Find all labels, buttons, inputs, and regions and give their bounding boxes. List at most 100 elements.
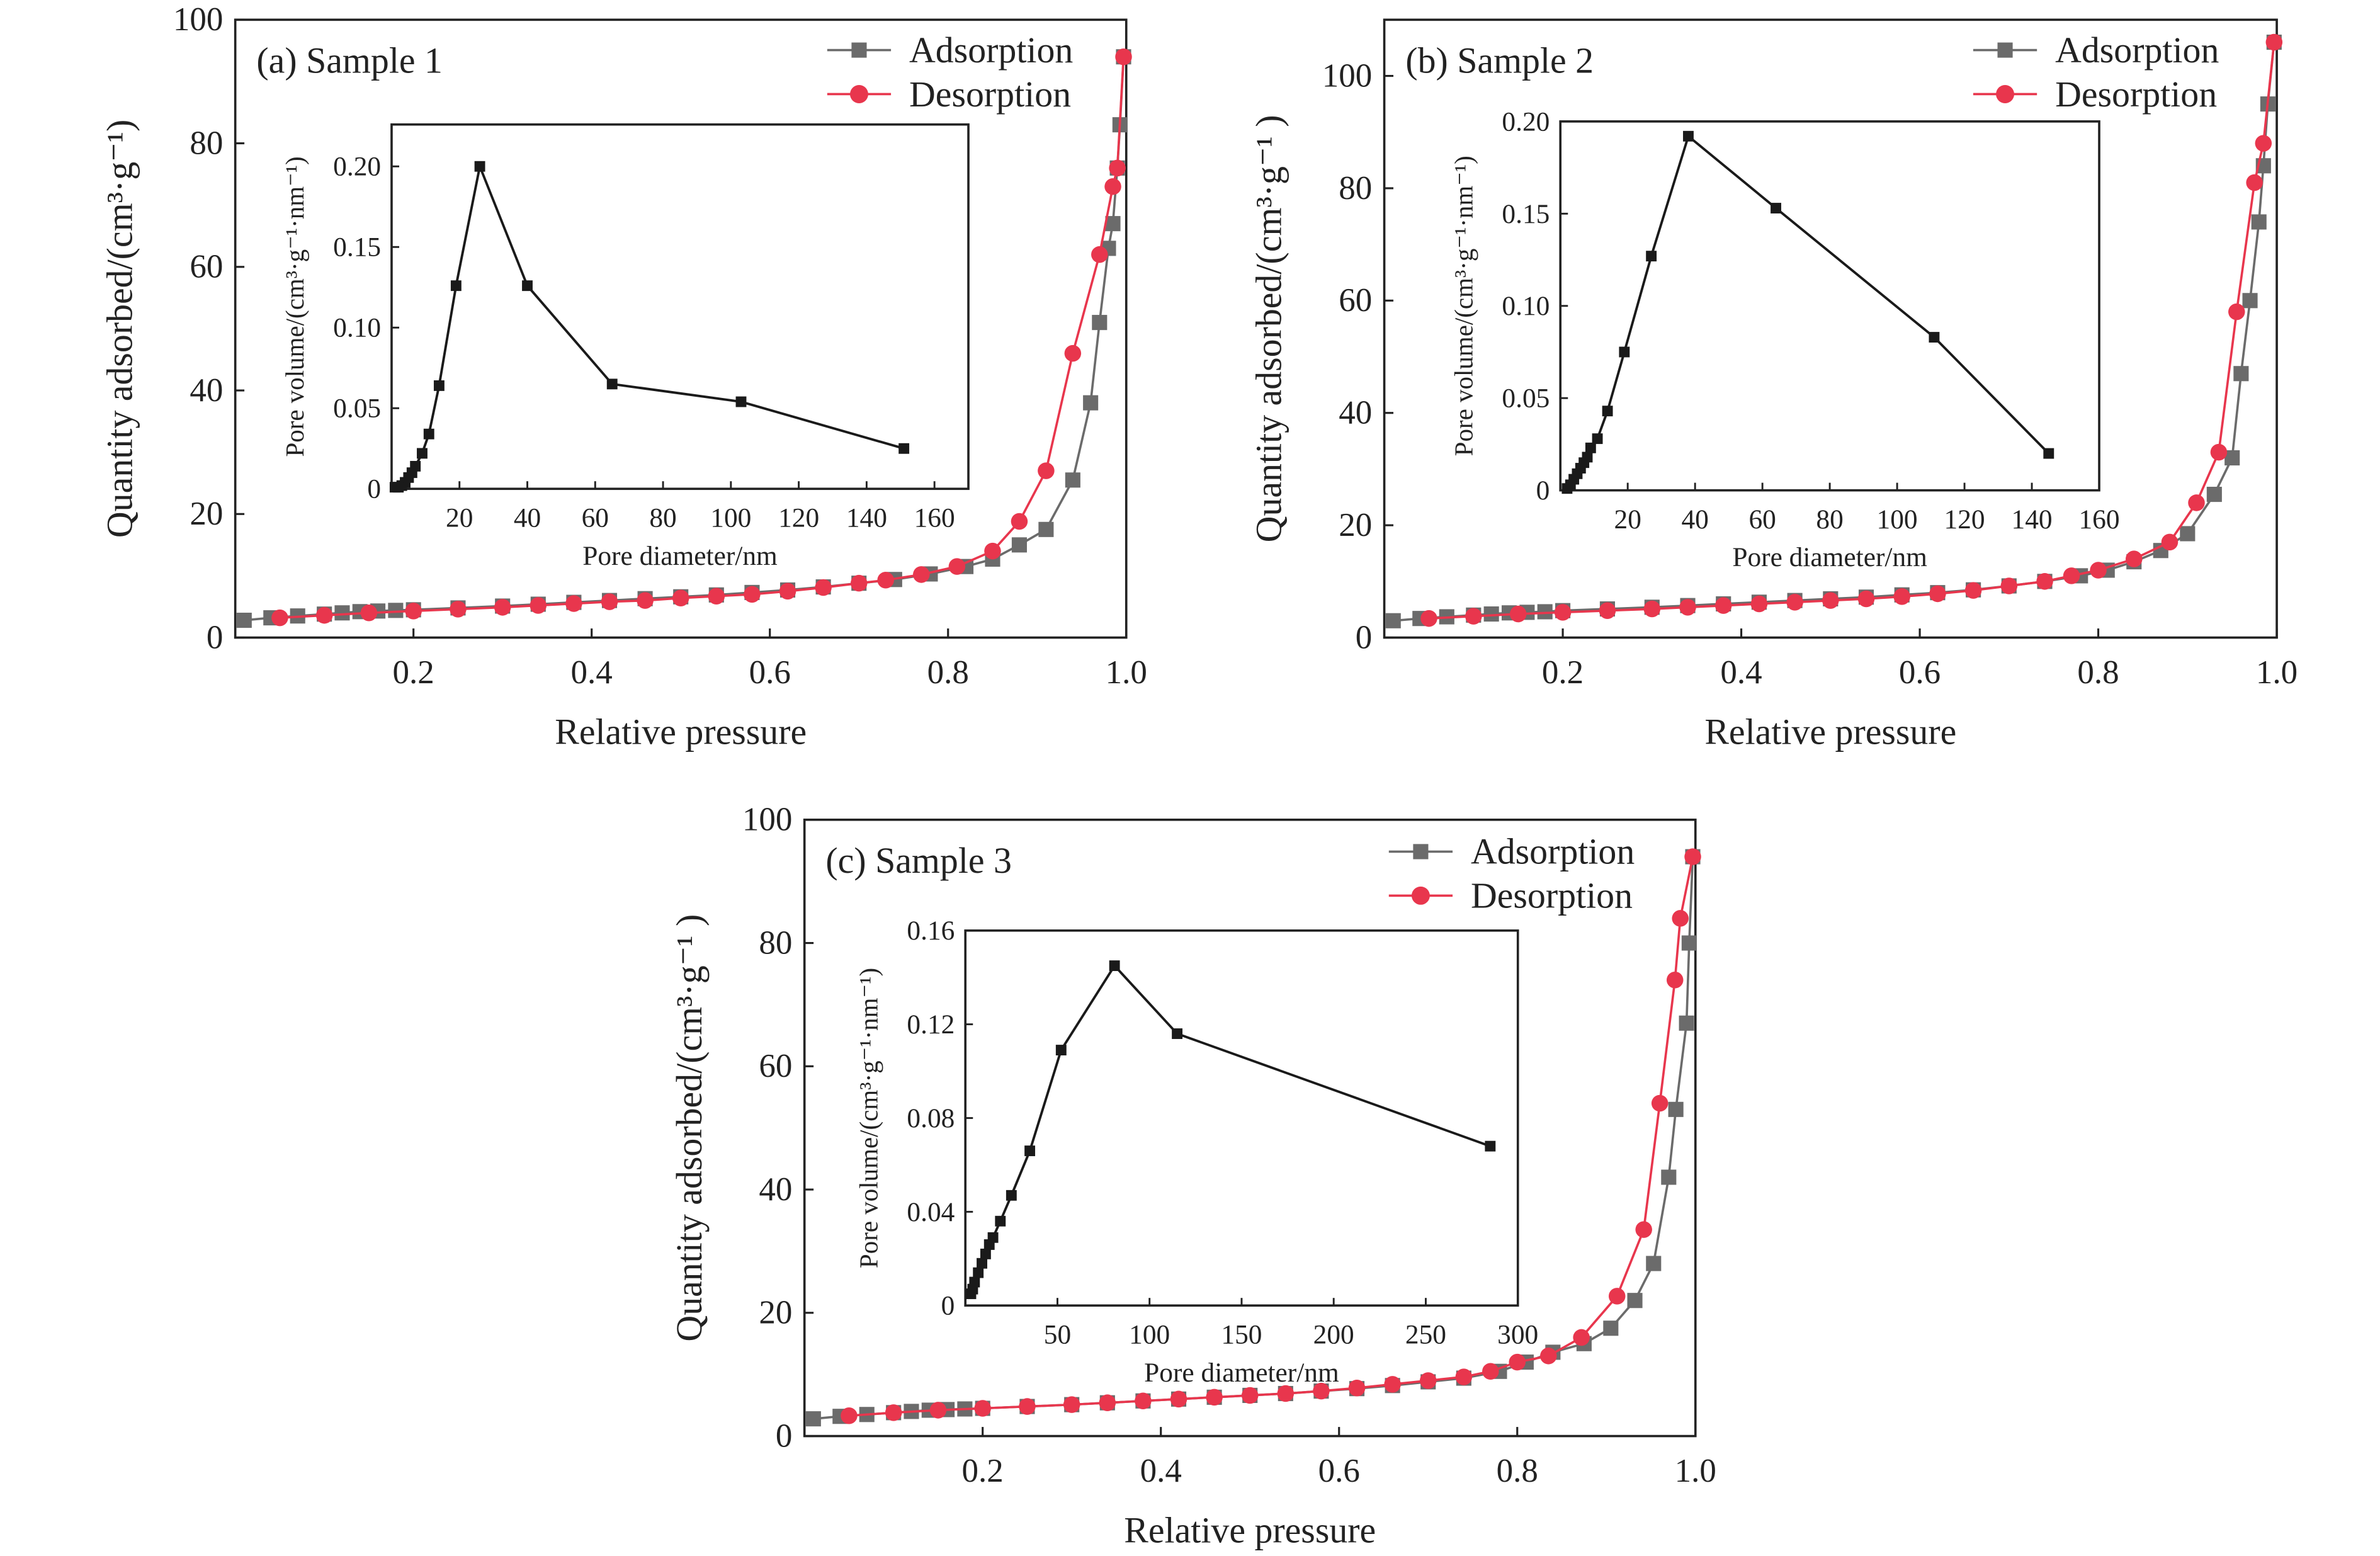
desorption-point (2126, 550, 2143, 567)
y-tick-label: 80 (190, 125, 223, 161)
legend-label: Desorption (909, 74, 1071, 115)
desorption-point (1115, 48, 1132, 65)
desorption-point (1011, 513, 1028, 530)
inset-point (1485, 1140, 1496, 1152)
desorption-point (2210, 443, 2228, 461)
inset-x-tick-label: 300 (1497, 1319, 1538, 1349)
inset-point (450, 280, 462, 292)
inset-x-tick-label: 200 (1313, 1319, 1354, 1349)
inset-x-axis-label: Pore diameter/nm (1144, 1358, 1339, 1388)
inset-y-tick-label: 0 (367, 474, 381, 504)
desorption-point (1857, 590, 1875, 608)
inset-point (1109, 960, 1120, 972)
desorption-point (1455, 1368, 1473, 1385)
inset-point (1024, 1145, 1036, 1157)
x-axis-label: Relative pressure (555, 711, 807, 752)
panel-b: 0.2 0.4 0.6 0.8 1.0 0 20 40 60 80 100 Relative pres… (1249, 18, 2298, 752)
desorption-point (1666, 972, 1684, 989)
adsorption-point (1065, 472, 1080, 488)
x-tick-label: 1.0 (2256, 654, 2298, 691)
adsorption-point (1105, 216, 1121, 232)
x-tick-label: 0.6 (1318, 1453, 1360, 1489)
inset-x-axis-label: Pore diameter/nm (1732, 542, 1927, 572)
desorption-point (1064, 344, 1082, 362)
adsorption-point (2180, 526, 2196, 542)
y-axis-label: Quantity adsorbed/(cm³·g⁻¹ ) (1249, 115, 1289, 543)
inset-x-tick-label: 20 (1614, 504, 1641, 535)
inset-point (980, 1248, 991, 1259)
inset-point (1619, 346, 1630, 358)
inset-point (969, 1276, 980, 1288)
desorption-point (1822, 592, 1839, 609)
inset-y-axis-label: Pore volume/(cm³·g⁻¹·nm⁻¹) (854, 968, 883, 1268)
adsorption-point (805, 1411, 821, 1427)
inset-y-tick-label: 0 (1536, 475, 1550, 506)
desorption-point (1684, 848, 1701, 865)
inset-point (1592, 433, 1603, 445)
y-tick-label: 0 (207, 619, 224, 656)
desorption-point (1964, 582, 1982, 599)
adsorption-point (2233, 366, 2249, 382)
desorption-point (1206, 1388, 1223, 1406)
adsorption-point (334, 605, 350, 621)
inset-point (1006, 1190, 1017, 1201)
inset-y-tick-label: 0.05 (333, 394, 381, 424)
inset-y-tick-label: 0.04 (907, 1197, 955, 1227)
desorption-point (1063, 1396, 1080, 1413)
desorption-point (494, 599, 511, 616)
x-tick-label: 0.8 (927, 654, 969, 691)
inset-point (977, 1258, 987, 1269)
inset-y-tick-label: 0.16 (907, 916, 955, 946)
x-tick-label: 0.2 (393, 654, 434, 691)
inset-y-axis-label: Pore volume/(cm³·g⁻¹·nm⁻¹) (1449, 156, 1478, 456)
inset-x-tick-label: 80 (1816, 504, 1843, 535)
desorption-point (1509, 1353, 1526, 1371)
x-tick-label: 1.0 (1106, 654, 1147, 691)
desorption-point (1241, 1387, 1259, 1404)
adsorption-point (1668, 1101, 1684, 1117)
x-tick-label: 0.8 (2077, 654, 2119, 691)
inset-x-tick-label: 20 (446, 503, 473, 533)
adsorption-point (1661, 1169, 1677, 1185)
inset-x-tick-label: 60 (582, 503, 609, 533)
y-tick-label: 60 (1339, 282, 1372, 319)
desorption-point (1714, 597, 1732, 614)
desorption-point (1509, 605, 1527, 623)
inset-y-tick-label: 0.10 (333, 313, 381, 343)
inset-y-tick-label: 0.12 (907, 1009, 955, 1040)
desorption-point (1277, 1385, 1295, 1402)
desorption-point (2228, 303, 2245, 321)
inset-point (522, 280, 533, 292)
inset-point (606, 378, 618, 390)
plot-frame (803, 818, 1697, 1438)
desorption-point (1109, 159, 1126, 177)
x-tick-label: 0.4 (1140, 1453, 1182, 1489)
desorption-point (405, 603, 422, 620)
y-axis-label: Quantity adsorbed/(cm³·g⁻¹) (99, 120, 140, 538)
y-tick-label: 80 (1339, 170, 1372, 207)
inset-y-axis-label: Pore volume/(cm³·g⁻¹·nm⁻¹) (280, 156, 309, 457)
desorption-point (1099, 1394, 1116, 1411)
x-tick-label: 0.4 (1720, 654, 1762, 691)
adsorption-point (1679, 1015, 1694, 1031)
x-tick-label: 0.6 (749, 654, 791, 691)
x-tick-label: 1.0 (1675, 1453, 1716, 1489)
legend-label: Desorption (1471, 875, 1633, 916)
desorption-point (1786, 594, 1803, 611)
inset-point (735, 396, 747, 407)
desorption-point (637, 592, 654, 609)
y-tick-label: 0 (1356, 619, 1373, 656)
desorption-point (1608, 1288, 1626, 1305)
inset-point (474, 161, 485, 172)
inset-x-tick-label: 120 (778, 503, 819, 533)
inset-y-tick-label: 0.15 (1502, 199, 1550, 229)
inset-x-tick-label: 150 (1221, 1319, 1262, 1349)
x-axis-label: Relative pressure (1124, 1509, 1376, 1550)
desorption-point (885, 1404, 902, 1421)
adsorption-point (2242, 293, 2258, 309)
inset-point (1771, 203, 1781, 213)
y-tick-label: 20 (190, 496, 223, 532)
inset-point (1172, 1028, 1183, 1039)
desorption-point (1384, 1376, 1401, 1393)
